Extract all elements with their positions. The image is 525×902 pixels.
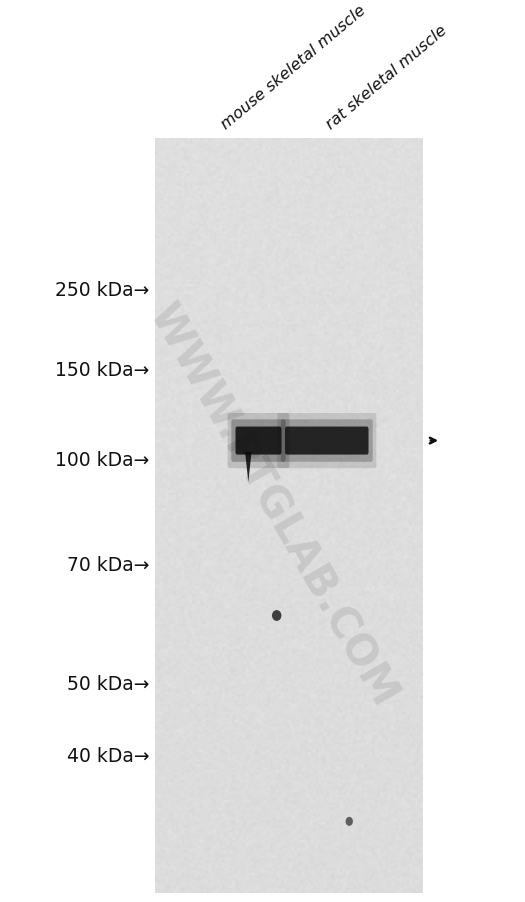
Text: 100 kDa→: 100 kDa→	[55, 450, 150, 469]
FancyBboxPatch shape	[232, 419, 286, 463]
FancyBboxPatch shape	[228, 413, 289, 469]
Text: 40 kDa→: 40 kDa→	[67, 747, 150, 766]
FancyBboxPatch shape	[285, 427, 369, 456]
FancyBboxPatch shape	[236, 427, 281, 456]
Text: 150 kDa→: 150 kDa→	[55, 361, 150, 380]
Text: mouse skeletal muscle: mouse skeletal muscle	[219, 4, 369, 133]
Polygon shape	[245, 453, 251, 483]
Ellipse shape	[345, 817, 353, 826]
FancyBboxPatch shape	[277, 413, 376, 469]
Text: WWW.PTGLAB.COM: WWW.PTGLAB.COM	[140, 297, 406, 713]
Text: 50 kDa→: 50 kDa→	[67, 674, 150, 693]
Text: 70 kDa→: 70 kDa→	[67, 556, 150, 575]
FancyBboxPatch shape	[281, 419, 373, 463]
Text: 250 kDa→: 250 kDa→	[55, 281, 150, 300]
Ellipse shape	[272, 611, 281, 621]
Text: rat skeletal muscle: rat skeletal muscle	[324, 23, 450, 133]
